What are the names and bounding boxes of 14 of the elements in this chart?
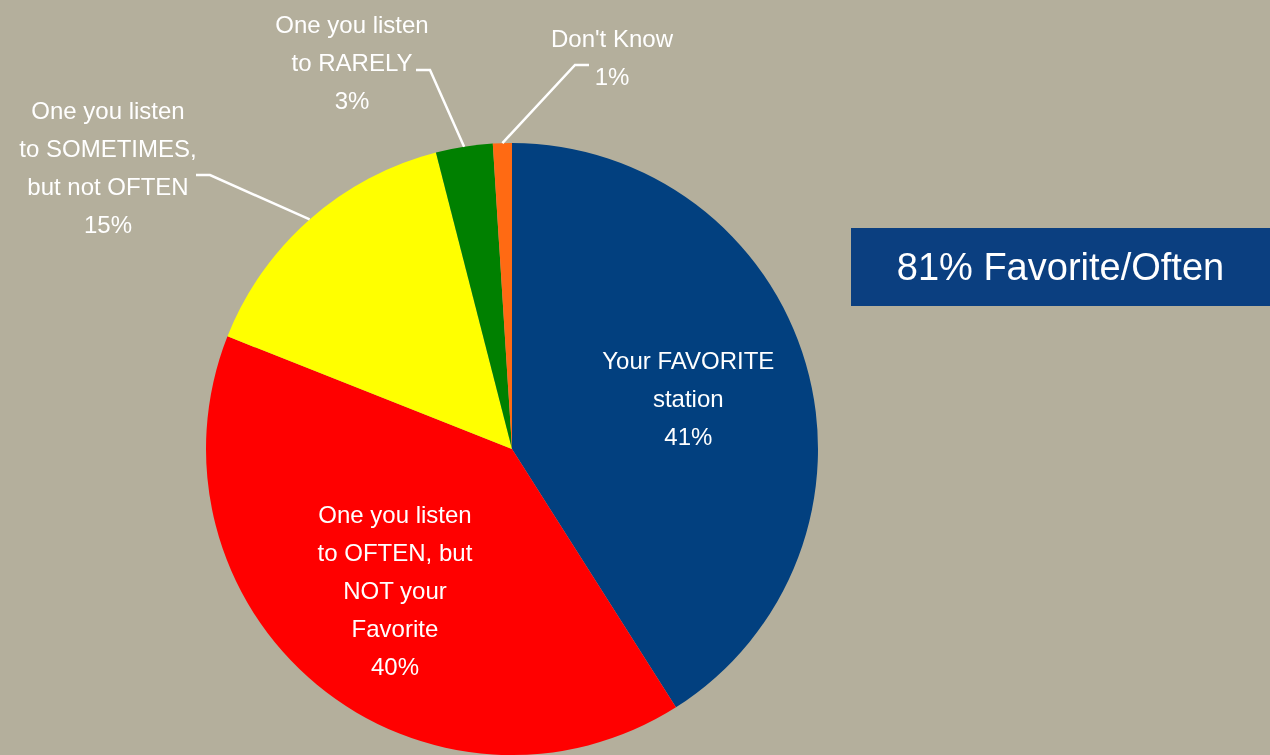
data-label: 3%	[334, 86, 370, 114]
slice-label: Your FAVORITE station	[602, 346, 775, 412]
pie-slice	[435, 143, 512, 449]
pie-slice	[512, 143, 818, 708]
text: 81% Favorite/Often	[851, 228, 1270, 306]
slice-label: One you listen to SOMETIMES, but not OFTEN	[19, 96, 197, 200]
data-label: 41%	[664, 422, 713, 450]
slice-label: Don't Know	[551, 24, 674, 52]
slice-label: One you listen to OFTEN, but NOT your Favorite	[317, 500, 473, 642]
pie-slice	[227, 152, 512, 449]
data-label: 40%	[370, 652, 419, 680]
data-label: 1%	[594, 62, 630, 90]
slice-label: One you listen to RARELY	[275, 10, 429, 76]
data-label: 15%	[83, 210, 133, 238]
